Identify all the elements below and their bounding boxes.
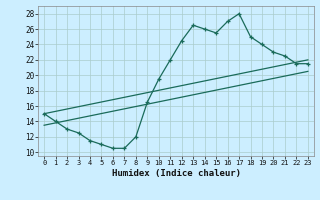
X-axis label: Humidex (Indice chaleur): Humidex (Indice chaleur)	[111, 169, 241, 178]
